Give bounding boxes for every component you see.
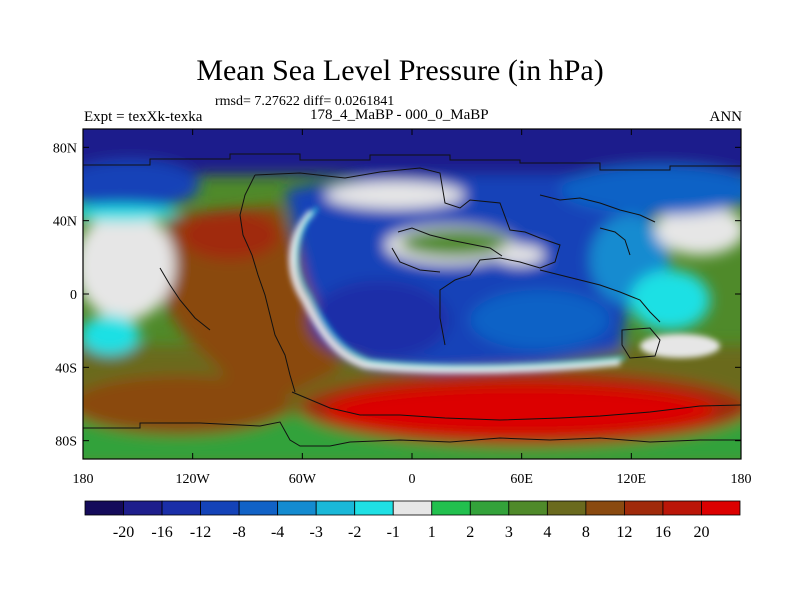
colorbar-level-label: -8 [232,524,245,541]
colorbar-level-label: -4 [271,524,284,541]
colorbar-level-label: -16 [151,524,172,541]
colorbar-swatch [431,500,471,516]
colorbar-swatch [123,500,163,516]
colorbar-level-label: -20 [113,524,134,541]
x-tick-label: 180 [731,472,752,487]
x-tick-label: 60E [510,472,533,487]
colorbar-level-label: 16 [655,524,671,541]
colorbar: -20 -16 -12 -8 -4 -3 -2 -1 1 2 3 4 8 12 16 20 [84,500,741,541]
colorbar-swatch [469,500,510,516]
colorbar-swatch [701,500,741,516]
y-tick-label: 0 [70,288,77,303]
colorbar-swatch [392,500,433,516]
colorbar-level-label: -2 [348,524,361,541]
season-label: ANN [709,109,743,125]
x-tick-label: 120W [176,472,211,487]
y-tick-label: 40N [53,215,77,230]
colorbar-level-label: -1 [387,524,400,541]
colorbar-swatch [354,500,394,516]
colorbar-level-label: 12 [616,524,632,541]
x-tick-label: 120E [617,472,647,487]
colorbar-swatch [585,500,625,516]
colorbar-swatch [546,500,587,516]
colorbar-swatch [84,500,124,516]
colorbar-swatch [508,500,548,516]
rmsd-diff-stats: rmsd= 7.27622 diff= 0.0261841 [215,94,395,109]
colorbar-swatch [662,500,702,516]
y-tick-label: 80S [55,435,77,450]
map-axes: 180 120W 60W 0 60E 120E 180 80N 40N 0 40S 80S [53,129,752,487]
colorbar-level-label: -3 [310,524,323,541]
continent-outlines [83,153,741,447]
period-label: 178_4_MaBP - 000_0_MaBP [310,107,489,123]
colorbar-level-label: 1 [428,524,436,541]
colorbar-swatch [624,500,664,516]
colorbar-swatch [161,500,201,516]
north-pacific-high [83,210,175,320]
chart-title: Mean Sea Level Pressure (in hPa) [196,54,604,87]
colorbar-level-label: 20 [693,524,709,541]
colorbar-level-label: -12 [190,524,211,541]
colorbar-level-label: 4 [543,524,551,541]
x-tick-label: 180 [73,472,94,487]
colorbar-swatch [277,500,317,516]
colorbar-level-label: 3 [505,524,513,541]
y-tick-label: 40S [55,361,77,376]
x-tick-label: 60W [289,472,317,487]
colorbar-swatch [238,500,279,516]
colorbar-level-label: 8 [582,524,590,541]
colorbar-swatch [315,500,356,516]
experiment-label: Expt = texXk-texka [84,109,203,125]
y-tick-label: 80N [53,141,77,156]
colorbar-level-label: 2 [466,524,474,541]
x-tick-label: 0 [409,472,416,487]
colorbar-swatch [200,500,240,516]
pressure-field [83,129,741,459]
